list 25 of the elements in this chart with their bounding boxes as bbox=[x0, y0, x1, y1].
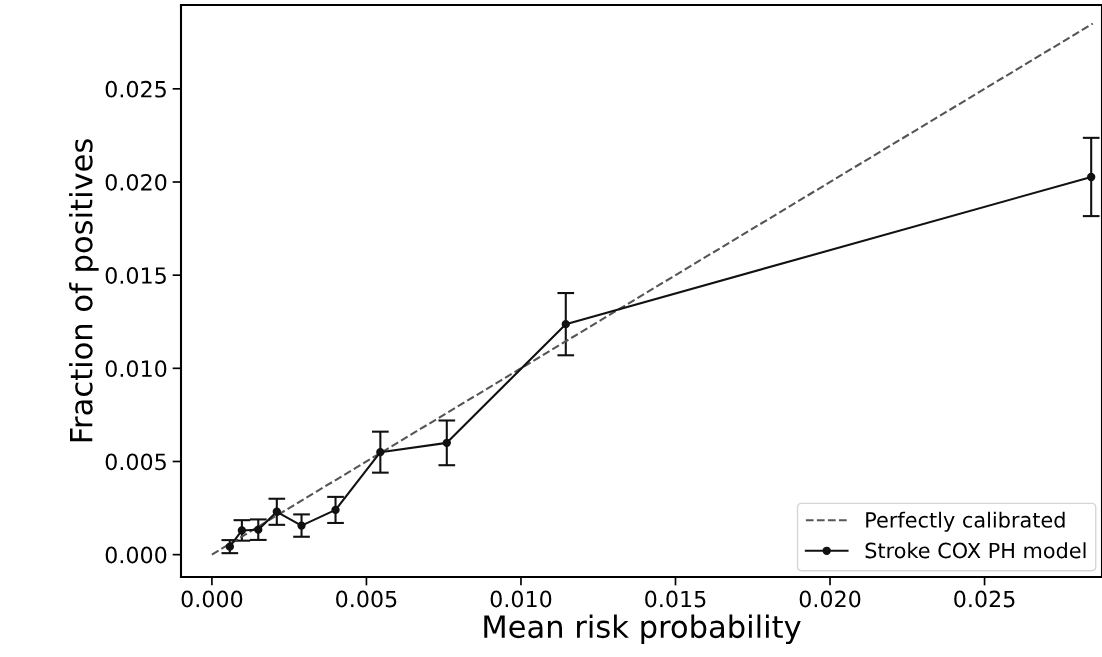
point bbox=[1087, 172, 1096, 182]
y-tick-label: 0.020 bbox=[105, 173, 167, 191]
y-tick-label: 0.010 bbox=[105, 360, 167, 378]
point bbox=[254, 525, 263, 534]
y-axis-title: Fraction of positives bbox=[69, 139, 99, 442]
y-tick-label: 0.005 bbox=[105, 453, 166, 471]
point bbox=[376, 447, 385, 457]
point bbox=[331, 505, 340, 515]
point bbox=[237, 526, 247, 535]
x-axis-title: Mean risk probability bbox=[484, 614, 801, 645]
x-tick-label: 0.010 bbox=[490, 590, 552, 608]
x-tick-label: 0.015 bbox=[645, 590, 706, 608]
x-tick-label: 0.000 bbox=[181, 590, 243, 608]
y-tick-label: 0.025 bbox=[105, 80, 166, 98]
y-tick-label: 0.000 bbox=[105, 546, 167, 564]
x-tick-label: 0.005 bbox=[336, 590, 397, 608]
legend-label: Stroke COX PH model bbox=[865, 542, 1086, 559]
point bbox=[272, 507, 281, 516]
point bbox=[442, 438, 451, 448]
legend-label: Perfectly calibrated bbox=[866, 511, 1065, 532]
x-tick-label: 0.020 bbox=[799, 590, 861, 608]
x-tick-label: 0.025 bbox=[954, 590, 1015, 608]
y-tick-label: 0.015 bbox=[105, 267, 166, 284]
point bbox=[297, 521, 306, 530]
point bbox=[561, 319, 570, 329]
